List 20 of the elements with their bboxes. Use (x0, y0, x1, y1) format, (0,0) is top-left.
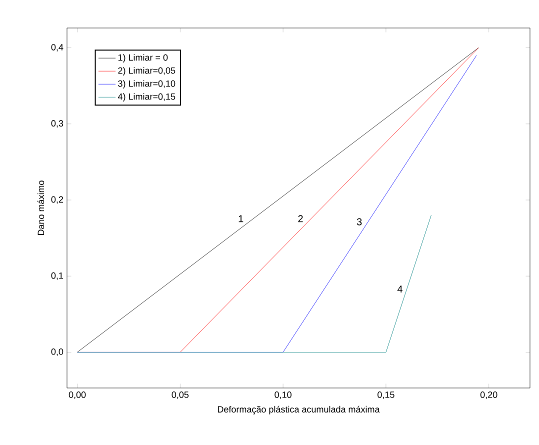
annotation: 4 (397, 286, 402, 292)
y-tick-label: 0,2 (51, 196, 64, 204)
annotation: 3 (356, 218, 362, 226)
x-tick-label: 0,00 (68, 392, 86, 399)
legend-label: 1) Limiar = 0 (118, 54, 168, 62)
annotation: 2 (298, 215, 303, 222)
x-axis-title: Deformação plástica acumulada máxima (218, 406, 380, 414)
x-tick-label: 0,05 (172, 392, 189, 399)
x-tick-label: 0,10 (274, 392, 292, 399)
x-tick-label: 0,20 (480, 392, 498, 399)
legend-label: 2) Limiar=0,05 (118, 67, 176, 76)
y-tick-label: 0,4 (51, 44, 64, 52)
legend-label: 4) Limiar=0,15 (118, 93, 176, 102)
y-tick-label: 0,0 (51, 348, 64, 356)
y-tick-label: 0,3 (51, 120, 64, 128)
legend-label: 3) Limiar=0,10 (118, 80, 176, 89)
annotation: 1 (238, 215, 244, 222)
y-axis-title: Dano máximo (37, 180, 44, 236)
y-tick-label: 0,1 (51, 272, 64, 280)
x-tick-label: 0,15 (378, 392, 394, 399)
